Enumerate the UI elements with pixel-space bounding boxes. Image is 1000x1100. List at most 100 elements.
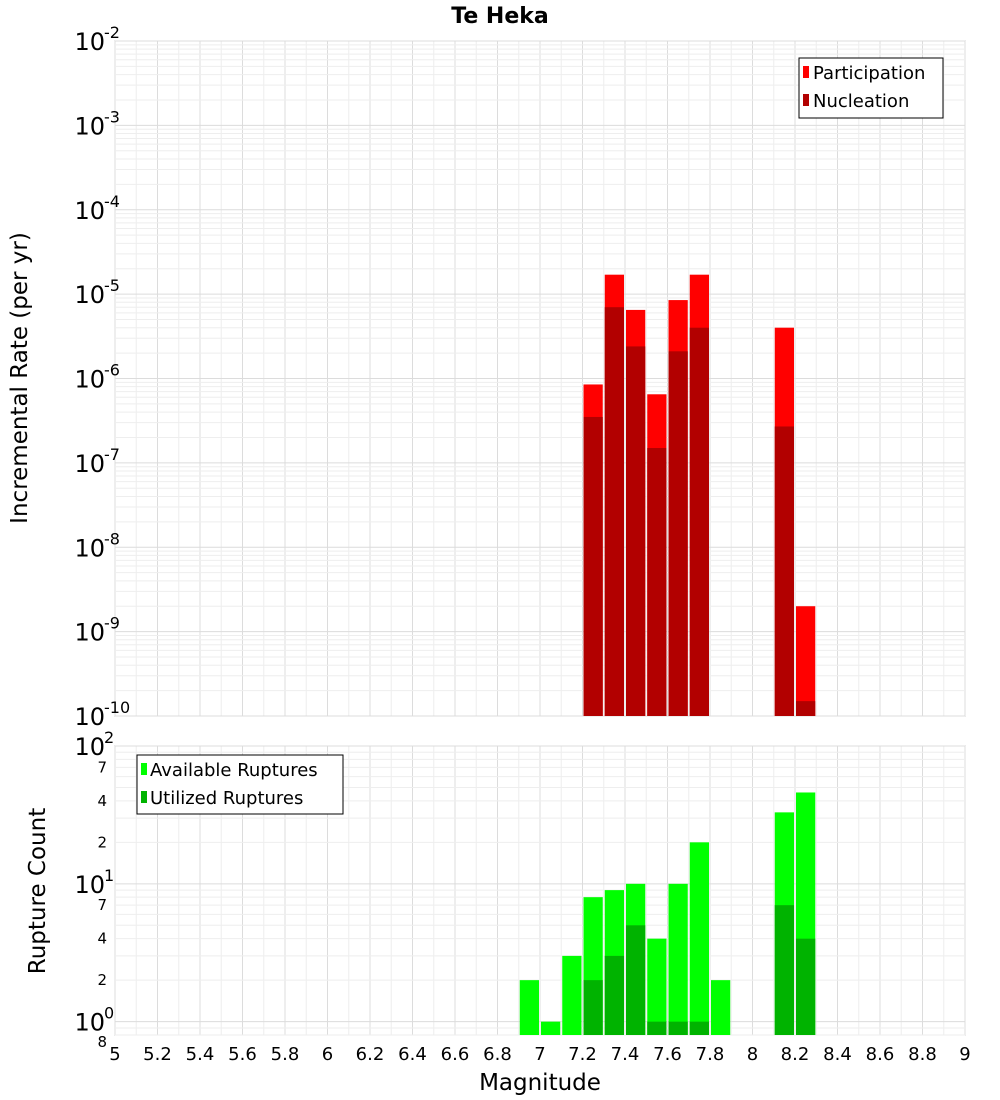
x-tick-label: 6	[322, 1044, 333, 1065]
x-tick-label: 7.6	[653, 1044, 682, 1065]
x-tick-label: 8.4	[823, 1044, 852, 1065]
available-ruptures-bar	[541, 1021, 561, 1035]
rupture-count-legend-box	[136, 754, 344, 815]
nucleation-bar	[647, 448, 667, 716]
legend-label-utilized-ruptures: Utilized Ruptures	[150, 788, 303, 809]
rupture-count-grid	[114, 745, 966, 1036]
y-tick-label-base: 10	[74, 28, 105, 56]
y-tick-label-base: 10	[74, 450, 105, 478]
y-tick-label-base: 10	[74, 703, 105, 731]
utilized-ruptures-bar	[583, 980, 603, 1035]
nucleation-bar	[689, 327, 709, 716]
legend-label-participation: Participation	[813, 63, 925, 84]
available-ruptures-bar	[668, 883, 688, 1035]
rupture-count-bars	[519, 792, 816, 1035]
nucleation-bar	[604, 307, 624, 716]
y-minor-tick-label: 2	[97, 833, 107, 851]
utilized-ruptures-bar	[647, 1021, 667, 1035]
x-tick-label: 8.8	[908, 1044, 937, 1065]
legend-label-available-ruptures: Available Ruptures	[150, 760, 318, 781]
available-ruptures-bar	[689, 842, 709, 1035]
x-tick-label: 7.4	[611, 1044, 640, 1065]
y-tick-label-exponent: -6	[104, 361, 120, 380]
nucleation-bar	[668, 351, 688, 716]
y-tick-label-base: 10	[74, 281, 105, 309]
y-tick-label-exponent: 0	[104, 1004, 114, 1023]
y-minor-tick-label: 7	[97, 758, 107, 776]
y-tick-label-exponent: -8	[104, 529, 120, 548]
x-tick-label: 6.4	[398, 1044, 427, 1065]
y-tick-label-base: 10	[74, 197, 105, 225]
y-tick-label-base: 10	[74, 871, 105, 899]
incremental-rate-bars	[583, 274, 816, 716]
y-tick-label-base: 10	[74, 112, 105, 140]
rupture-count-legend: Available Ruptures Utilized Ruptures	[136, 754, 344, 815]
utilized-ruptures-bar	[796, 938, 816, 1035]
x-tick-label: 5.8	[271, 1044, 300, 1065]
y-tick-label-base: 10	[74, 619, 105, 647]
utilized-ruptures-bar	[604, 955, 624, 1035]
x-tick-label: 6.6	[441, 1044, 470, 1065]
chart-title: Te Heka	[451, 4, 548, 29]
y-tick-label-exponent: 2	[104, 728, 114, 747]
rupture-count-y-axis-label: Rupture Count	[25, 808, 51, 974]
available-ruptures-bar	[562, 955, 582, 1035]
y-tick-label-exponent: 1	[104, 866, 114, 885]
available-ruptures-bar	[519, 980, 539, 1035]
nucleation-bar	[796, 701, 816, 716]
legend-swatch-participation	[803, 66, 809, 78]
x-tick-label: 9	[959, 1044, 970, 1065]
available-ruptures-bar	[647, 938, 667, 1035]
x-axis-label: Magnitude	[479, 1070, 601, 1096]
utilized-ruptures-bar	[774, 905, 794, 1035]
x-axis-ticks: 5 5.2 5.4 5.6 5.8 6 6.2 6.4 6.6 6.8 7 7.2 7.4 7.6 7.8 8…	[109, 1044, 970, 1065]
y-tick-label-exponent: -4	[104, 192, 120, 211]
nucleation-bar	[774, 426, 794, 716]
incremental-rate-grid	[114, 40, 966, 717]
incremental-rate-panel: 10-210-310-410-510-610-710-810-910-10 In…	[7, 23, 966, 731]
nucleation-bar	[626, 346, 646, 716]
available-ruptures-bar	[711, 980, 731, 1035]
x-tick-label: 5.2	[143, 1044, 172, 1065]
y-minor-tick-label: 2	[97, 971, 107, 989]
incremental-rate-legend-box	[798, 57, 944, 119]
utilized-ruptures-bar	[668, 1021, 688, 1035]
x-tick-label: 8	[747, 1044, 758, 1065]
y-minor-tick-label: 8	[97, 1033, 107, 1051]
y-tick-label-exponent: -5	[104, 276, 120, 295]
y-minor-tick-label: 4	[97, 930, 107, 948]
utilized-ruptures-bar	[626, 925, 646, 1035]
y-tick-label-base: 10	[74, 366, 105, 394]
y-tick-label-exponent: -10	[104, 698, 130, 717]
x-tick-label: 5.6	[228, 1044, 257, 1065]
incremental-rate-y-axis-label: Incremental Rate (per yr)	[7, 232, 33, 524]
legend-swatch-utilized-ruptures	[141, 791, 147, 803]
participation-bar	[796, 606, 816, 716]
y-tick-label-base: 10	[74, 733, 105, 761]
x-tick-label: 8.6	[866, 1044, 895, 1065]
incremental-rate-y-ticks: 10-210-310-410-510-610-710-810-910-10	[74, 23, 130, 731]
y-minor-tick-label: 7	[97, 896, 107, 914]
x-tick-label: 7.2	[568, 1044, 597, 1065]
y-minor-tick-label: 4	[97, 792, 107, 810]
y-tick-label-base: 10	[74, 534, 105, 562]
legend-swatch-nucleation	[803, 94, 809, 106]
x-tick-label: 7.8	[696, 1044, 725, 1065]
incremental-rate-legend: Participation Nucleation	[798, 57, 944, 119]
legend-swatch-available-ruptures	[141, 763, 147, 775]
x-tick-label: 7	[534, 1044, 545, 1065]
x-tick-label: 6.2	[356, 1044, 385, 1065]
y-tick-label-exponent: -9	[104, 614, 120, 633]
utilized-ruptures-bar	[689, 1021, 709, 1035]
y-tick-label-exponent: -3	[104, 107, 120, 126]
nucleation-bar	[583, 416, 603, 716]
y-tick-label-exponent: -2	[104, 23, 120, 42]
x-tick-label: 6.8	[483, 1044, 512, 1065]
y-tick-label-base: 10	[74, 1009, 105, 1037]
x-tick-label: 5.4	[186, 1044, 215, 1065]
x-tick-label: 8.2	[781, 1044, 810, 1065]
legend-label-nucleation: Nucleation	[813, 91, 909, 112]
